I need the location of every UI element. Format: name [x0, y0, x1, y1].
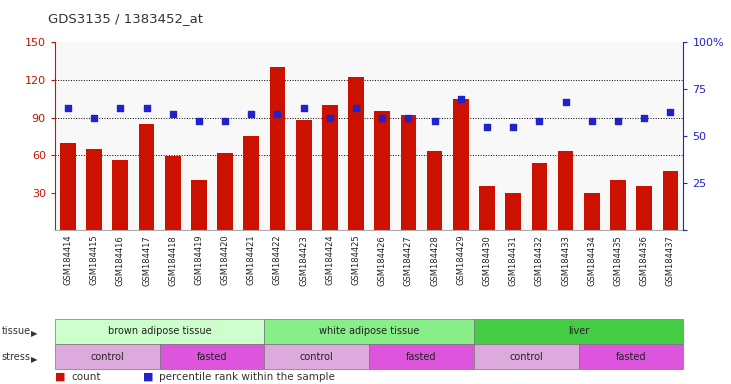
Bar: [427, 151, 442, 230]
Text: GSM184425: GSM184425: [352, 235, 360, 285]
Point: [62, 105, 74, 111]
Text: GSM184428: GSM184428: [430, 235, 439, 286]
Text: count: count: [71, 372, 100, 382]
Text: percentile rank within the sample: percentile rank within the sample: [159, 372, 335, 382]
Point: [140, 105, 152, 111]
Text: GSM184417: GSM184417: [142, 235, 151, 286]
Text: ■: ■: [143, 372, 153, 382]
Bar: [474, 344, 579, 369]
Text: GSM184420: GSM184420: [221, 235, 230, 285]
Text: GSM184436: GSM184436: [640, 235, 648, 286]
Point: [167, 111, 178, 117]
Point: [298, 105, 309, 111]
Bar: [474, 319, 683, 344]
Point: [507, 124, 519, 130]
Text: fasted: fasted: [406, 352, 437, 362]
Text: GSM184424: GSM184424: [325, 235, 334, 285]
Bar: [159, 344, 265, 369]
Bar: [139, 124, 154, 230]
Text: GSM184423: GSM184423: [299, 235, 308, 286]
Point: [88, 114, 100, 121]
Bar: [113, 160, 128, 230]
Point: [612, 118, 624, 124]
Text: fasted: fasted: [616, 352, 646, 362]
Text: GSM184434: GSM184434: [587, 235, 596, 286]
Point: [664, 109, 676, 115]
Bar: [55, 344, 159, 369]
Bar: [662, 171, 678, 230]
Bar: [636, 187, 652, 230]
Bar: [531, 163, 548, 230]
Point: [403, 114, 414, 121]
Text: GSM184419: GSM184419: [194, 235, 203, 285]
Point: [534, 118, 545, 124]
Point: [560, 99, 572, 106]
Text: GSM184427: GSM184427: [404, 235, 413, 286]
Text: GSM184414: GSM184414: [64, 235, 72, 285]
Bar: [217, 152, 233, 230]
Text: GSM184435: GSM184435: [613, 235, 623, 286]
Text: ▶: ▶: [31, 329, 38, 338]
Text: GSM184430: GSM184430: [482, 235, 491, 286]
Bar: [505, 193, 521, 230]
Bar: [584, 193, 599, 230]
Text: control: control: [510, 352, 543, 362]
Text: GSM184426: GSM184426: [378, 235, 387, 286]
Text: fasted: fasted: [197, 352, 227, 362]
Bar: [243, 136, 259, 230]
Bar: [164, 156, 181, 230]
Bar: [374, 111, 390, 230]
Text: ▶: ▶: [31, 355, 38, 364]
Point: [272, 111, 284, 117]
Point: [429, 118, 441, 124]
Bar: [270, 67, 285, 230]
Point: [455, 96, 466, 102]
Bar: [322, 105, 338, 230]
Bar: [558, 151, 573, 230]
Bar: [453, 99, 469, 230]
Text: GDS3135 / 1383452_at: GDS3135 / 1383452_at: [48, 12, 202, 25]
Point: [376, 114, 388, 121]
Bar: [55, 319, 265, 344]
Text: white adipose tissue: white adipose tissue: [319, 326, 420, 336]
Bar: [296, 120, 311, 230]
Bar: [86, 149, 102, 230]
Text: GSM184415: GSM184415: [90, 235, 99, 285]
Text: GSM184437: GSM184437: [666, 235, 675, 286]
Bar: [265, 344, 369, 369]
Text: GSM184418: GSM184418: [168, 235, 177, 286]
Bar: [191, 180, 207, 230]
Bar: [60, 142, 76, 230]
Bar: [401, 115, 416, 230]
Point: [193, 118, 205, 124]
Text: GSM184432: GSM184432: [535, 235, 544, 286]
Text: ■: ■: [55, 372, 65, 382]
Text: GSM184422: GSM184422: [273, 235, 282, 285]
Point: [324, 114, 336, 121]
Point: [481, 124, 493, 130]
Text: control: control: [91, 352, 124, 362]
Text: GSM184416: GSM184416: [115, 235, 125, 286]
Text: liver: liver: [568, 326, 589, 336]
Point: [586, 118, 598, 124]
Point: [219, 118, 231, 124]
Text: GSM184433: GSM184433: [561, 235, 570, 286]
Bar: [265, 319, 474, 344]
Point: [115, 105, 126, 111]
Bar: [369, 344, 474, 369]
Text: GSM184421: GSM184421: [247, 235, 256, 285]
Text: GSM184429: GSM184429: [456, 235, 466, 285]
Bar: [480, 187, 495, 230]
Text: GSM184431: GSM184431: [509, 235, 518, 286]
Point: [246, 111, 257, 117]
Text: stress: stress: [1, 352, 31, 362]
Point: [638, 114, 650, 121]
Bar: [579, 344, 683, 369]
Point: [350, 105, 362, 111]
Text: tissue: tissue: [1, 326, 31, 336]
Text: brown adipose tissue: brown adipose tissue: [107, 326, 211, 336]
Text: control: control: [300, 352, 333, 362]
Bar: [348, 77, 364, 230]
Bar: [610, 180, 626, 230]
